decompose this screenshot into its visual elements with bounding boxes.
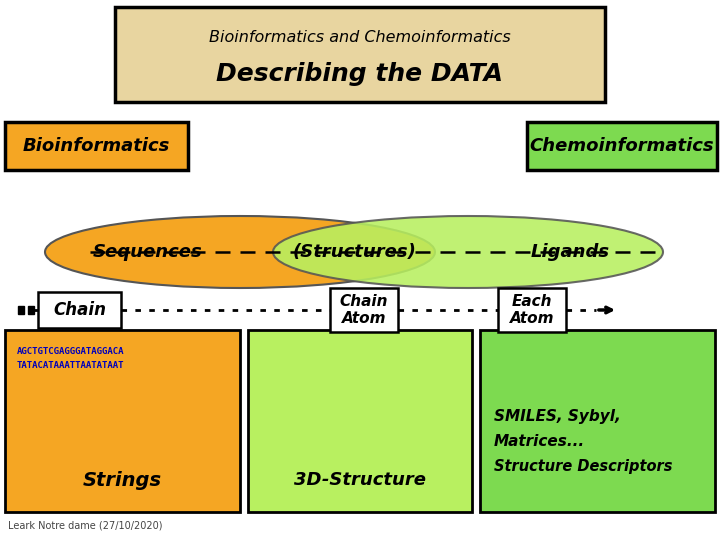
Text: Strings: Strings	[83, 470, 162, 489]
FancyBboxPatch shape	[18, 306, 24, 314]
Text: Chain: Chain	[53, 301, 106, 319]
Ellipse shape	[45, 216, 435, 288]
FancyBboxPatch shape	[498, 288, 566, 332]
Text: Sequences: Sequences	[93, 243, 203, 261]
FancyBboxPatch shape	[115, 7, 605, 102]
Text: Each
Atom: Each Atom	[510, 294, 554, 326]
FancyBboxPatch shape	[28, 306, 34, 314]
Text: Leark Notre dame (27/10/2020): Leark Notre dame (27/10/2020)	[8, 521, 163, 531]
FancyBboxPatch shape	[248, 330, 472, 512]
Text: Structure Descriptors: Structure Descriptors	[494, 460, 672, 475]
FancyBboxPatch shape	[5, 330, 240, 512]
Text: Chemoinformatics: Chemoinformatics	[530, 137, 714, 155]
Text: SMILES, Sybyl,: SMILES, Sybyl,	[494, 409, 621, 424]
Text: Bioinformatics: Bioinformatics	[23, 137, 170, 155]
Text: Bioinformatics and Chemoinformatics: Bioinformatics and Chemoinformatics	[209, 30, 511, 45]
Text: (Structures): (Structures)	[293, 243, 417, 261]
Text: Describing the DATA: Describing the DATA	[217, 62, 503, 85]
Text: 3D-Structure: 3D-Structure	[294, 471, 426, 489]
FancyBboxPatch shape	[38, 292, 121, 328]
Text: Matrices...: Matrices...	[494, 435, 585, 449]
Text: AGCTGTCGAGGGATAGGACA: AGCTGTCGAGGGATAGGACA	[17, 348, 125, 356]
Text: TATACATAAATTAATATAAT: TATACATAAATTAATATAAT	[17, 361, 125, 370]
FancyBboxPatch shape	[5, 122, 188, 170]
Text: Chain
Atom: Chain Atom	[340, 294, 388, 326]
FancyBboxPatch shape	[480, 330, 715, 512]
FancyBboxPatch shape	[527, 122, 717, 170]
Text: Ligands: Ligands	[531, 243, 610, 261]
Ellipse shape	[273, 216, 663, 288]
FancyBboxPatch shape	[330, 288, 398, 332]
